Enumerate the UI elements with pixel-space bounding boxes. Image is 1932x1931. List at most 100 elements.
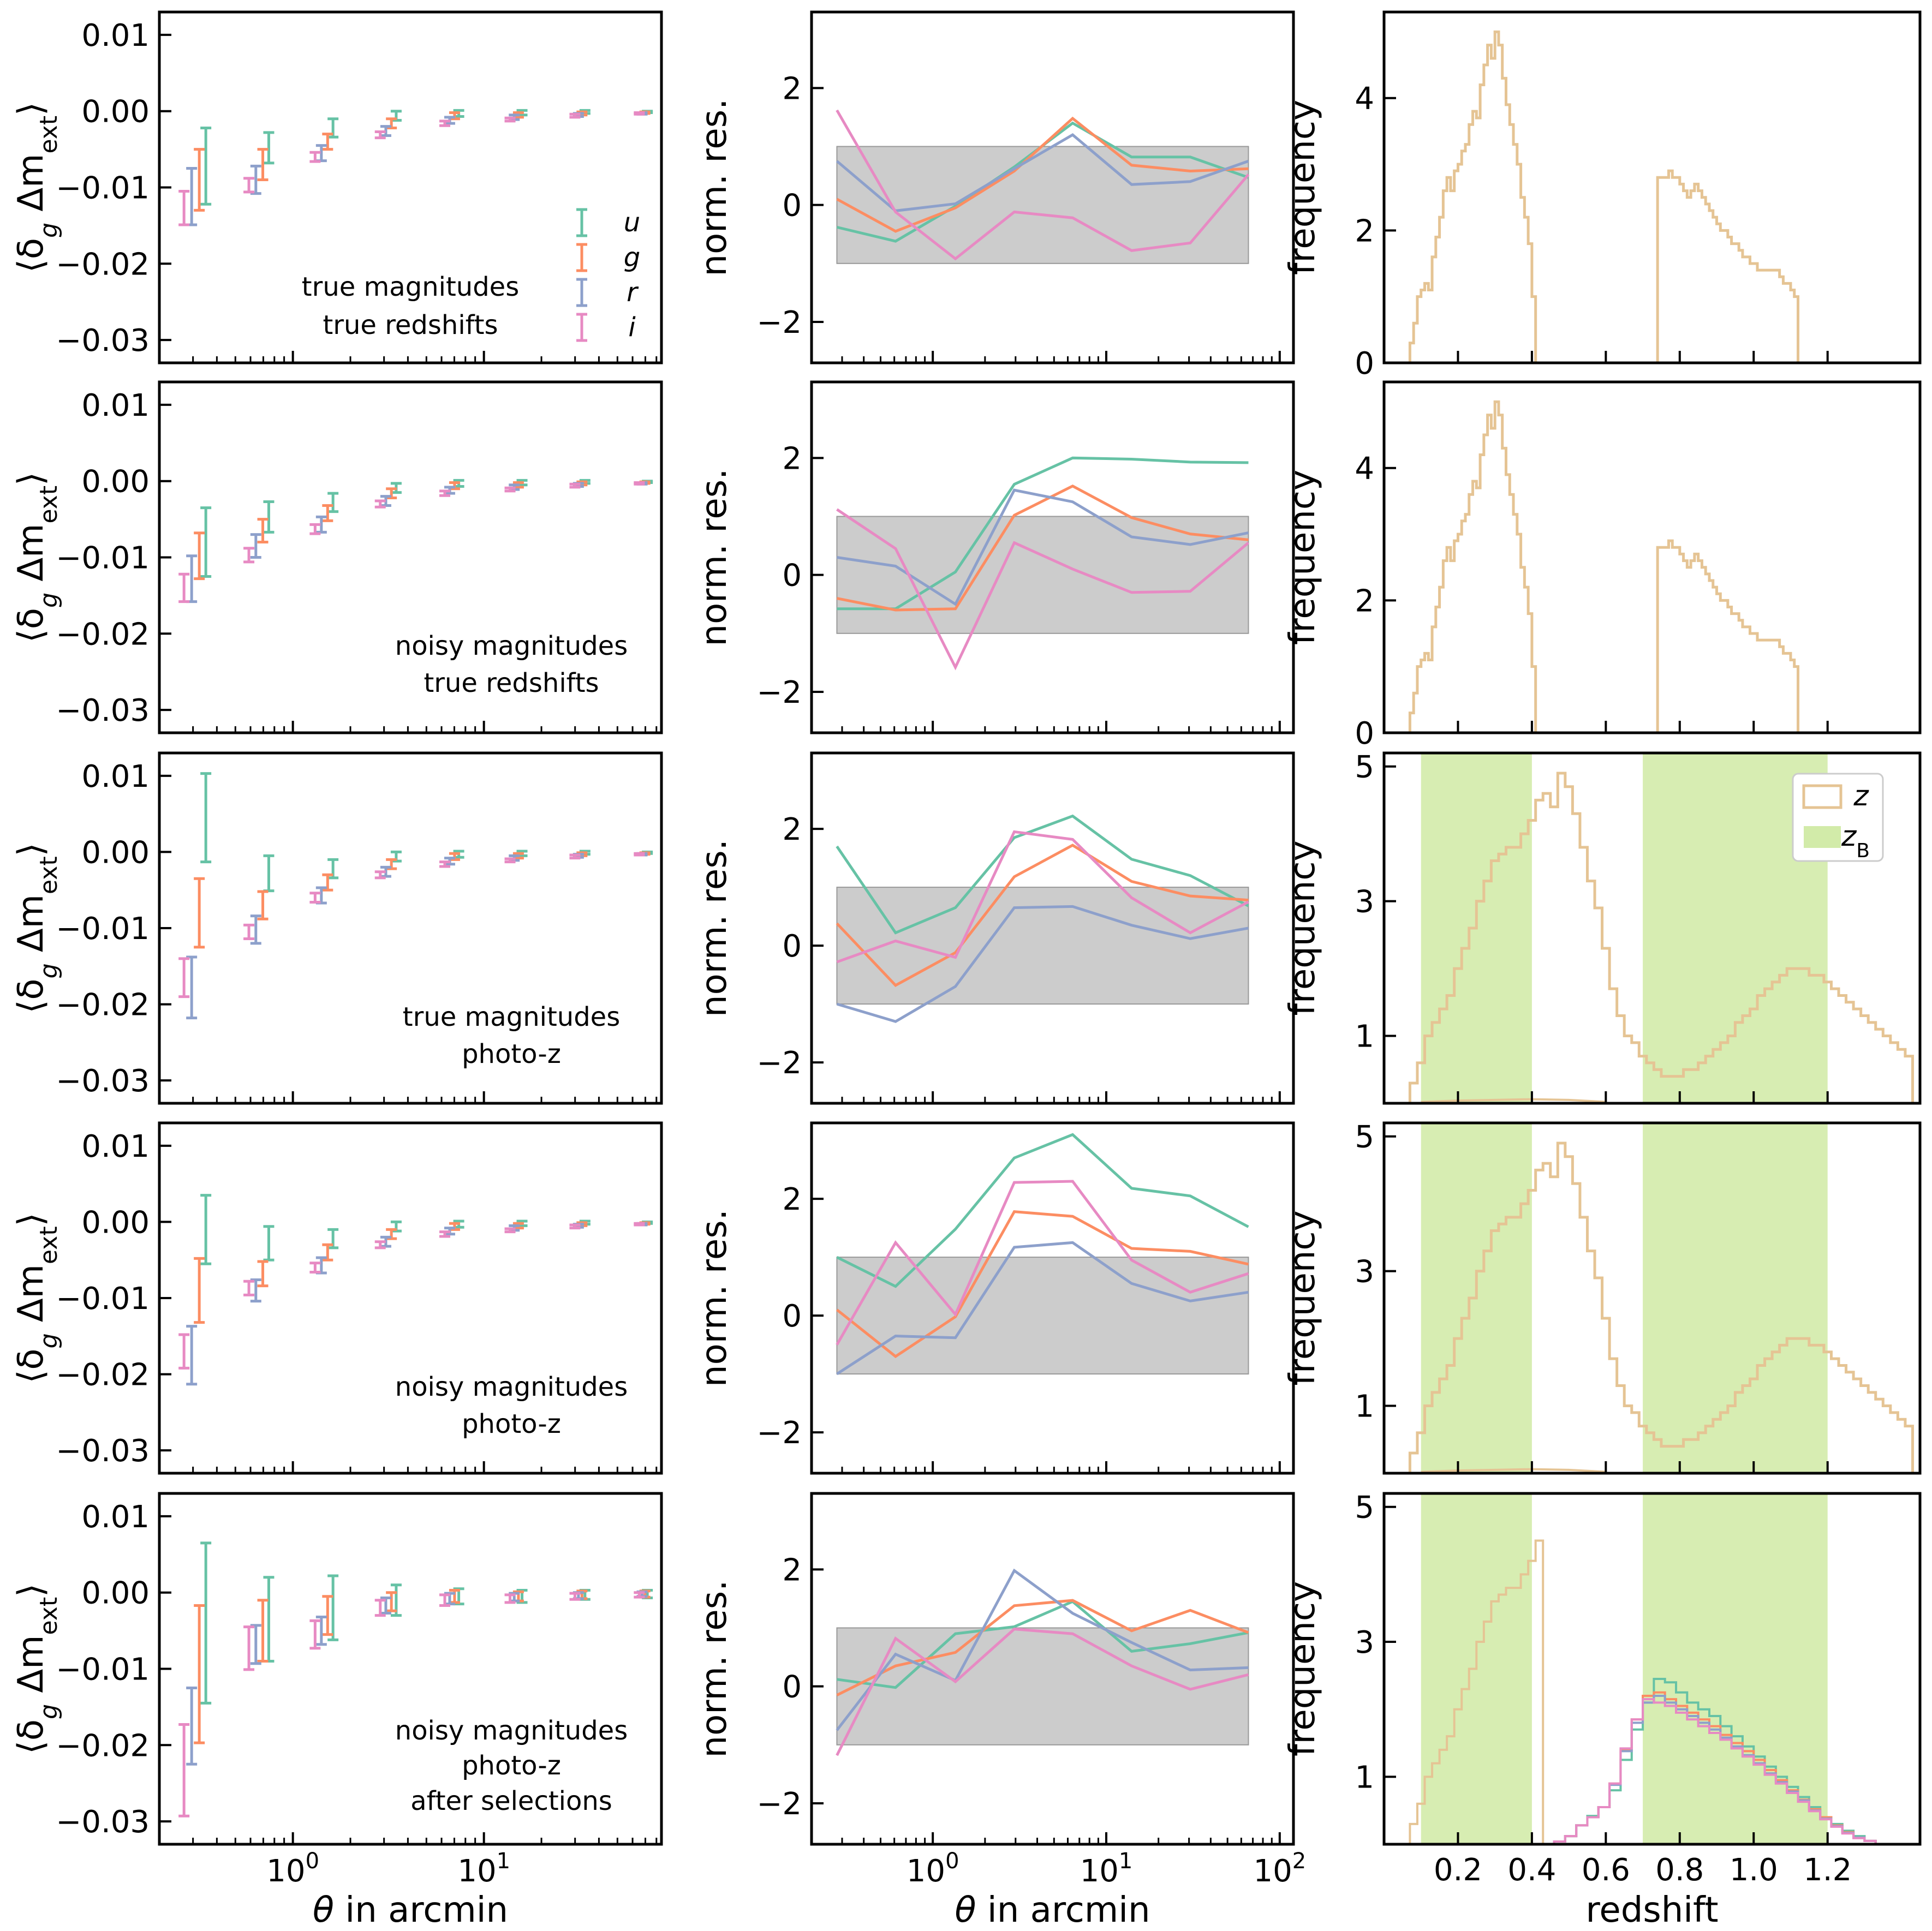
left-y-label: ⟨δg Δmext⟩ bbox=[11, 842, 63, 1013]
residual-line-r bbox=[836, 133, 1249, 212]
left-y-tick-label: −0.03 bbox=[56, 1063, 150, 1099]
right-y-tick-label: 4 bbox=[1355, 451, 1374, 487]
residual-line-g bbox=[836, 116, 1249, 233]
right-y-tick-label: 5 bbox=[1355, 750, 1374, 785]
histogram-panel-frame bbox=[1382, 751, 1922, 1105]
left-y-tick-label: −0.03 bbox=[56, 1433, 150, 1469]
mid-y-tick-label: −2 bbox=[756, 305, 802, 340]
residual-line-i bbox=[836, 1628, 1249, 1756]
panel-caption: noisy magnitudes bbox=[395, 1372, 628, 1402]
one-sigma-band bbox=[836, 516, 1249, 634]
zB-bin-band bbox=[1643, 1123, 1828, 1473]
left-y-label: ⟨δg Δmext⟩ bbox=[11, 1212, 63, 1383]
errorbar-panel-row-1: −0.03 −0.02 −0.01 0.00 0.01 ⟨δg Δmext⟩ true ma… bbox=[11, 10, 663, 364]
redshift-histogram-low bbox=[1409, 1539, 1545, 1844]
right-y-tick-label: 1 bbox=[1355, 1760, 1374, 1795]
panel-caption: true magnitudes bbox=[302, 272, 519, 302]
residual-line-r bbox=[836, 905, 1249, 1023]
histogram-panel-frame bbox=[1382, 1492, 1922, 1846]
residual-panel-row-1: −2 0 2 norm. res. bbox=[694, 10, 1295, 364]
mid-y-label: norm. res. bbox=[694, 1209, 735, 1387]
residual-panel-frame bbox=[810, 380, 1295, 734]
legend-label-g: g bbox=[624, 242, 640, 273]
right-y-label: frequency bbox=[1283, 1211, 1323, 1386]
errorbar-panel-frame bbox=[158, 751, 663, 1105]
right-y-tick-label: 5 bbox=[1355, 1120, 1374, 1155]
right-y-label: frequency bbox=[1283, 1581, 1323, 1756]
mid-y-label: norm. res. bbox=[694, 469, 735, 647]
histogram-panel-row-1: 0 2 4 frequency bbox=[1283, 10, 1922, 381]
right-y-tick-label: 3 bbox=[1355, 884, 1374, 920]
left-y-tick-label: −0.02 bbox=[56, 1358, 150, 1393]
residual-line-g bbox=[836, 1210, 1249, 1359]
right-y-tick-label: 3 bbox=[1355, 1254, 1374, 1290]
legend-label-r: r bbox=[627, 277, 639, 308]
mid-y-tick-label: −2 bbox=[756, 1786, 802, 1822]
mid-x-tick-label: 100 bbox=[907, 1849, 959, 1889]
residual-line-i bbox=[836, 1180, 1249, 1346]
one-sigma-band bbox=[836, 887, 1249, 1005]
redshift-histogram bbox=[1408, 1141, 1914, 1473]
panel-caption: noisy magnitudes bbox=[395, 1715, 628, 1746]
mid-y-tick-label: 2 bbox=[782, 71, 802, 106]
errorbar-panel-row-2: −0.03 −0.02 −0.01 0.00 0.01 ⟨δg Δmext⟩ noisy m… bbox=[11, 380, 663, 734]
residual-panel-frame bbox=[810, 1121, 1295, 1475]
redshift-tail bbox=[1421, 1468, 1606, 1473]
mid-y-tick-label: 0 bbox=[782, 1670, 802, 1705]
histogram-panel-row-3: z zB 1 3 5 frequency bbox=[1283, 750, 1922, 1105]
residual-panel-row-3: −2 0 2 norm. res. bbox=[694, 751, 1295, 1105]
histogram-panel-row-2: 0 2 4 frequency bbox=[1283, 380, 1922, 751]
mid-y-tick-label: −2 bbox=[756, 1045, 802, 1081]
mid-y-tick-label: 0 bbox=[782, 558, 802, 594]
left-y-tick-label: −0.02 bbox=[56, 988, 150, 1023]
residual-panel-row-4: −2 0 2 norm. res. bbox=[694, 1121, 1295, 1475]
mid-y-tick-label: 2 bbox=[782, 1552, 802, 1588]
left-y-tick-label: −0.02 bbox=[56, 617, 150, 652]
left-x-tick-label: 100 bbox=[266, 1849, 319, 1889]
zB-bin-band bbox=[1643, 1493, 1828, 1844]
left-y-tick-label: −0.03 bbox=[56, 693, 150, 728]
one-sigma-band bbox=[836, 146, 1249, 264]
left-y-tick-label: 0.00 bbox=[81, 1576, 150, 1611]
panel-caption: photo-z bbox=[462, 1409, 561, 1439]
left-y-tick-label: 0.00 bbox=[81, 464, 150, 500]
left-y-label: ⟨δg Δmext⟩ bbox=[11, 1583, 63, 1754]
mid-y-tick-label: 2 bbox=[782, 441, 802, 476]
mid-y-tick-label: −2 bbox=[756, 1415, 802, 1451]
residual-line-r bbox=[837, 488, 1249, 606]
right-y-tick-label: 5 bbox=[1355, 1490, 1374, 1526]
left-y-tick-label: −0.01 bbox=[56, 541, 150, 576]
mid-x-tick-label: 102 bbox=[1253, 1849, 1306, 1889]
right-y-tick-label: 0 bbox=[1355, 346, 1374, 381]
left-y-tick-label: 0.01 bbox=[81, 1499, 150, 1535]
errorbar-panel-frame bbox=[158, 1121, 663, 1475]
left-y-tick-label: −0.01 bbox=[56, 1652, 150, 1688]
legend-swatch-zB bbox=[1804, 826, 1841, 848]
right-x-tick-label: 1.0 bbox=[1730, 1852, 1778, 1888]
residual-line-u bbox=[836, 814, 1249, 935]
legend-label-i: i bbox=[628, 312, 636, 343]
left-y-tick-label: 0.01 bbox=[81, 388, 150, 423]
legend-label-u: u bbox=[624, 207, 640, 238]
right-x-tick-label: 0.6 bbox=[1582, 1852, 1630, 1888]
residual-line-i bbox=[836, 830, 1249, 964]
mid-x-label: θ in arcmin bbox=[955, 1890, 1150, 1930]
residual-panel-frame bbox=[810, 10, 1295, 364]
left-y-tick-label: −0.02 bbox=[56, 1728, 150, 1763]
right-y-tick-label: 0 bbox=[1355, 716, 1374, 751]
histogram-panel-frame bbox=[1382, 10, 1922, 364]
residual-line-i bbox=[836, 109, 1250, 261]
errorbar-panel-row-3: −0.03 −0.02 −0.01 0.00 0.01 ⟨δg Δmext⟩ true ma… bbox=[11, 751, 663, 1105]
panel-caption: true magnitudes bbox=[403, 1002, 620, 1032]
legend-swatch-z bbox=[1802, 784, 1842, 809]
errorbar-panel-row-4: −0.03 −0.02 −0.01 0.00 0.01 ⟨δg Δmext⟩ noisy m… bbox=[11, 1121, 663, 1475]
redshift-tail bbox=[1421, 1098, 1606, 1103]
right-y-tick-label: 1 bbox=[1355, 1389, 1374, 1425]
right-y-label: frequency bbox=[1283, 841, 1323, 1016]
right-y-tick-label: 4 bbox=[1355, 81, 1374, 117]
mid-y-tick-label: 2 bbox=[782, 1182, 802, 1217]
mid-y-tick-label: 2 bbox=[782, 812, 802, 847]
left-y-tick-label: −0.03 bbox=[56, 323, 150, 358]
left-y-tick-label: −0.01 bbox=[56, 1281, 150, 1317]
